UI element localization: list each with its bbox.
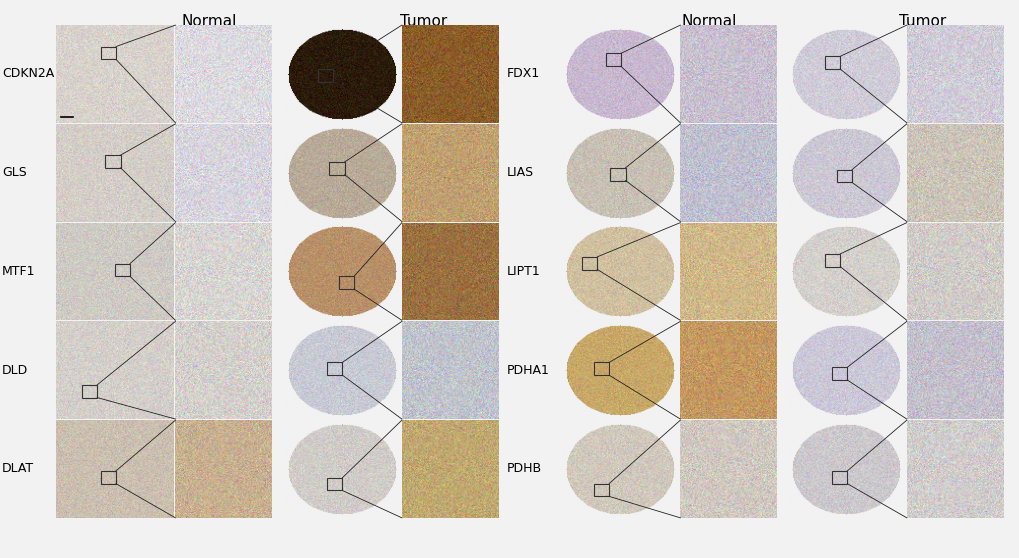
- Bar: [832, 367, 847, 380]
- Text: Tumor: Tumor: [899, 14, 946, 29]
- Bar: [593, 363, 608, 375]
- Bar: [593, 484, 608, 497]
- Bar: [115, 263, 129, 276]
- Text: GLS: GLS: [2, 166, 26, 179]
- Text: LIAS: LIAS: [506, 166, 534, 179]
- Bar: [82, 385, 97, 397]
- Text: CDKN2A: CDKN2A: [2, 68, 54, 80]
- Bar: [609, 168, 625, 181]
- Bar: [824, 56, 840, 69]
- Bar: [605, 54, 621, 66]
- Bar: [824, 254, 840, 267]
- Text: Normal: Normal: [681, 14, 736, 29]
- Bar: [318, 69, 332, 82]
- Bar: [327, 478, 342, 490]
- Text: DLAT: DLAT: [2, 463, 34, 475]
- Bar: [832, 471, 847, 484]
- Text: Tumor: Tumor: [399, 14, 446, 29]
- Text: MTF1: MTF1: [2, 265, 36, 278]
- Bar: [582, 257, 597, 270]
- Bar: [338, 276, 354, 289]
- Text: LIPT1: LIPT1: [506, 265, 540, 278]
- Bar: [327, 363, 342, 375]
- Text: PDHB: PDHB: [506, 463, 541, 475]
- Bar: [101, 47, 116, 59]
- Bar: [105, 155, 120, 168]
- Bar: [101, 471, 116, 484]
- Bar: [836, 170, 851, 182]
- Bar: [329, 162, 344, 175]
- Text: Normal: Normal: [181, 14, 236, 29]
- Text: DLD: DLD: [2, 364, 29, 377]
- Text: FDX1: FDX1: [506, 68, 540, 80]
- Text: PDHA1: PDHA1: [506, 364, 549, 377]
